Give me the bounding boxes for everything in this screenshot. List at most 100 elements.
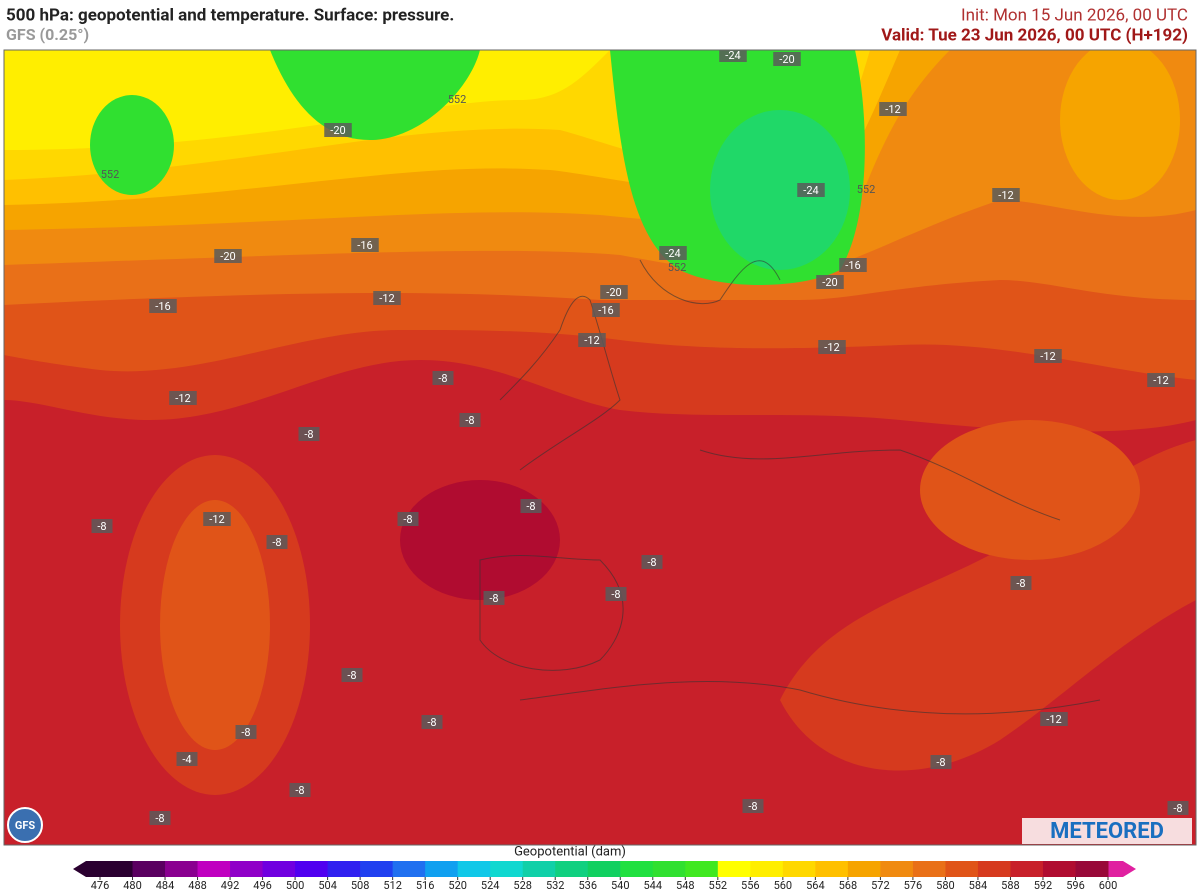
meteored-logo-text: METEORED	[1050, 819, 1164, 844]
temperature-label-box	[298, 427, 320, 441]
temperature-label-box	[266, 535, 288, 549]
colorbar-segment	[490, 861, 524, 877]
colorbar-segment	[132, 861, 166, 877]
temperature-label-box	[91, 519, 113, 533]
temperature-label: -8	[155, 812, 164, 825]
colorbar-tick-label: 508	[351, 879, 370, 892]
temperature-label-box	[600, 285, 628, 299]
temperature-label-box	[1040, 712, 1068, 726]
temperature-label: -8	[489, 592, 498, 605]
temperature-label-box	[818, 340, 846, 354]
temperature-label-box	[578, 333, 606, 347]
temperature-label-box	[520, 499, 542, 513]
isoline-label: 552	[448, 93, 467, 106]
colorbar-segment	[425, 861, 459, 877]
temperature-label-box	[373, 291, 401, 305]
colorbar-arrow-high	[1123, 861, 1136, 877]
temperature-label-box	[203, 512, 231, 526]
temperature-label: -8	[347, 669, 356, 682]
temperature-label-box	[773, 52, 801, 66]
isoline-label: 552	[101, 168, 120, 181]
colorbar-segment	[977, 861, 1011, 877]
temperature-label-box	[1034, 349, 1062, 363]
temperature-label: -24	[665, 247, 680, 260]
temperature-label-box	[605, 587, 627, 601]
temperature-label: -20	[220, 250, 235, 263]
temperature-label: -16	[155, 300, 170, 313]
temperature-label-box	[459, 413, 481, 427]
temperature-label: -8	[1016, 577, 1025, 590]
temperature-label: -24	[725, 49, 740, 62]
temperature-label-box	[879, 102, 907, 116]
temperature-label: -16	[845, 259, 860, 272]
temperature-label: -8	[97, 520, 106, 533]
temperature-label: -12	[885, 103, 900, 116]
colorbar-tick-label: 564	[806, 879, 825, 892]
gfs-logo-text: GFS	[15, 819, 36, 832]
colorbar-tick-label: 548	[676, 879, 695, 892]
colorbar-segment	[555, 861, 589, 877]
colorbar-end	[1108, 861, 1123, 877]
temperature-label: -12	[584, 334, 599, 347]
temperature-label: -16	[357, 239, 372, 252]
temperature-label: -8	[403, 513, 412, 526]
temperature-label: -8	[241, 726, 250, 739]
temperature-label: -8	[465, 414, 474, 427]
temperature-label-box	[839, 258, 867, 272]
temperature-label-box	[214, 249, 242, 263]
temperature-label: -12	[209, 513, 224, 526]
colorbar-tick-label: 532	[546, 879, 565, 892]
temperature-label: -8	[936, 756, 945, 769]
colorbar-segment	[100, 861, 134, 877]
gfs-logo	[7, 807, 43, 843]
temperature-label: -8	[748, 800, 757, 813]
temperature-label: -8	[295, 784, 304, 797]
colorbar-tick-label: 492	[221, 879, 240, 892]
colorbar-segment	[717, 861, 751, 877]
colorbar-segment	[230, 861, 264, 877]
temperature-label-box	[176, 752, 198, 766]
map: -24 -20 -20 -12 -24 -12 -16 -20 -24 -16 -20 -20 -16 -…	[4, 49, 1196, 845]
colorbar-tick-label: 592	[1034, 879, 1053, 892]
temperature-label: -8	[427, 716, 436, 729]
temperature-label-box	[149, 811, 171, 825]
colorbar-segment	[197, 861, 231, 877]
colorbar-segment	[750, 861, 784, 877]
temperature-label-box	[1010, 576, 1032, 590]
temperature-label-box	[641, 555, 663, 569]
colorbar-segment	[815, 861, 849, 877]
colorbar-tick-label: 584	[969, 879, 988, 892]
colorbar-segment	[685, 861, 719, 877]
temperature-label-box	[592, 303, 620, 317]
colorbar-tick-label: 504	[318, 879, 337, 892]
colorbar-tick-label: 568	[839, 879, 858, 892]
colorbar-segment	[782, 861, 816, 877]
colorbar-tick-label: 560	[774, 879, 793, 892]
temperature-label-box	[289, 783, 311, 797]
colorbar-tick-label: 576	[904, 879, 923, 892]
colorbar-segment	[945, 861, 979, 877]
temperature-label-box	[719, 50, 747, 62]
temperature-label-box	[930, 755, 952, 769]
temperature-label: -20	[779, 53, 794, 66]
colorbar-tick-label: 476	[91, 879, 110, 892]
colorbar-segment	[360, 861, 394, 877]
model: GFS (0.25°)	[6, 25, 89, 44]
colorbar-segment	[1010, 861, 1044, 877]
temperature-label-box	[432, 371, 454, 385]
colorbar-tick-label: 588	[1001, 879, 1020, 892]
colorbar-tick-label: 556	[741, 879, 760, 892]
temperature-label-box	[169, 391, 197, 405]
colorbar-segment	[457, 861, 491, 877]
temperature-label-box	[797, 183, 825, 197]
isoline-label: 552	[668, 261, 687, 274]
temperature-label: -20	[330, 124, 345, 137]
temperature-label-box	[742, 799, 764, 813]
temperature-label-box	[341, 668, 363, 682]
colorbar-label: Geopotential (dam)	[514, 844, 626, 859]
temperature-label: -20	[822, 276, 837, 289]
temperature-label-box	[235, 725, 257, 739]
map-frame	[3, 49, 1197, 846]
temperature-label: -12	[998, 189, 1013, 202]
